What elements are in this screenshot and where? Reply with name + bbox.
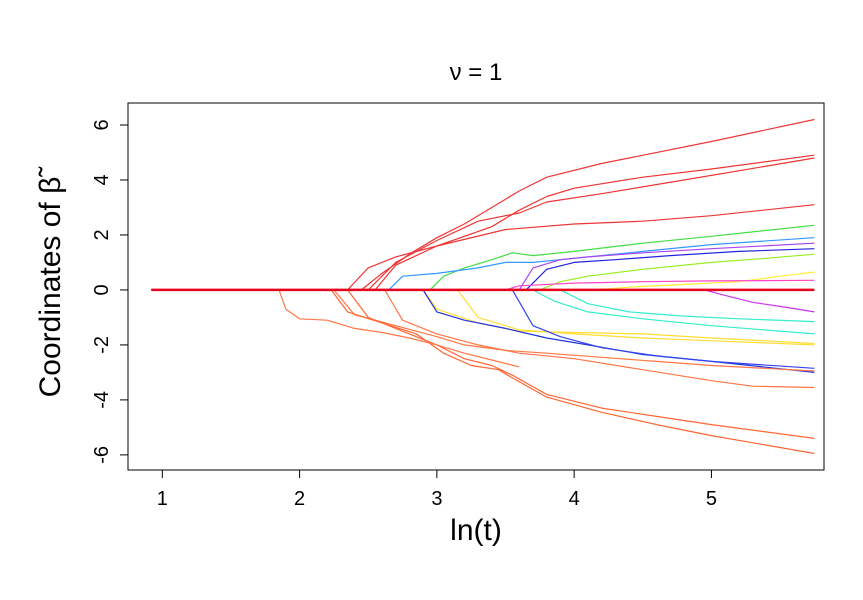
y-tick-label: -2 xyxy=(91,336,113,354)
series-line-21 xyxy=(151,289,815,439)
series-line-13 xyxy=(151,289,815,323)
series-line-16 xyxy=(151,289,815,345)
series-line-12 xyxy=(151,289,815,313)
y-axis-title: Coordinates of β̃ xyxy=(34,166,67,398)
y-tick-label: 2 xyxy=(91,229,113,240)
chart-title: ν = 1 xyxy=(450,59,503,86)
y-tick-label: -6 xyxy=(91,446,113,464)
series-line-22 xyxy=(151,289,815,455)
series-layer xyxy=(151,118,815,455)
series-line-19 xyxy=(151,289,815,372)
x-tick-label: 1 xyxy=(157,488,168,510)
x-axis-title: ln(t) xyxy=(450,514,502,547)
x-tick-label: 3 xyxy=(431,488,442,510)
series-line-17 xyxy=(151,289,815,373)
x-axis: 1 2 3 4 5 xyxy=(157,469,717,510)
series-line-11 xyxy=(151,279,815,291)
y-tick-label: 4 xyxy=(91,174,113,185)
series-line-18 xyxy=(151,289,815,369)
series-line-2 xyxy=(151,154,815,291)
y-axis: -6 -4 -2 0 2 4 6 xyxy=(91,119,129,464)
y-tick-label: 0 xyxy=(91,284,113,295)
series-line-5 xyxy=(151,224,815,291)
x-tick-label: 4 xyxy=(569,488,580,510)
series-line-4 xyxy=(151,204,815,291)
series-line-23 xyxy=(151,289,520,368)
y-tick-label: -4 xyxy=(91,391,113,409)
series-line-20 xyxy=(151,289,815,389)
series-line-14 xyxy=(151,289,815,335)
x-tick-label: 5 xyxy=(706,488,717,510)
y-tick-label: 6 xyxy=(91,119,113,130)
series-line-8 xyxy=(151,248,815,291)
plot-frame xyxy=(127,102,825,471)
series-line-6 xyxy=(151,237,815,291)
x-tick-label: 2 xyxy=(294,488,305,510)
series-line-3 xyxy=(151,157,815,291)
series-line-9 xyxy=(151,253,815,291)
series-line-1 xyxy=(151,118,815,291)
